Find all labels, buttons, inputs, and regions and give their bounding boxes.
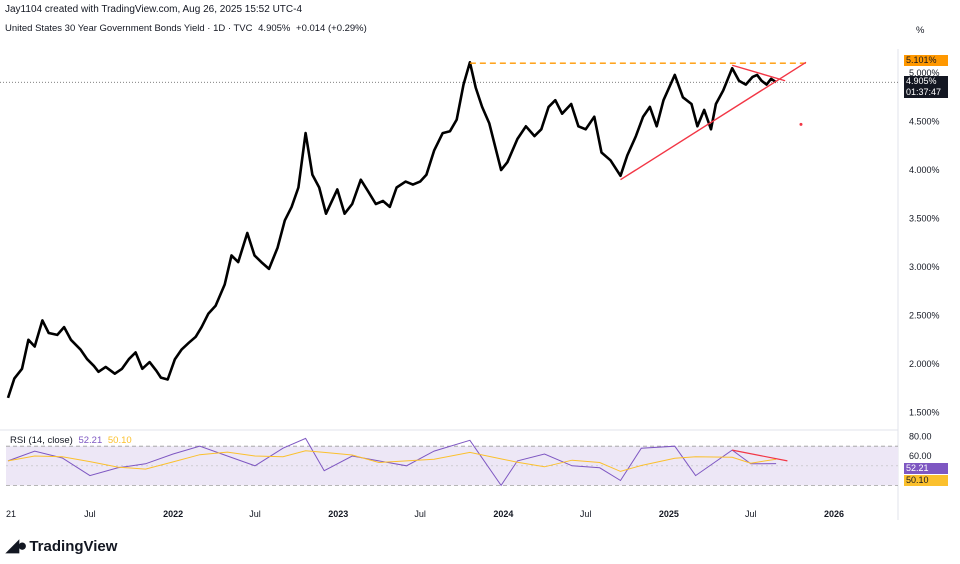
price-tick-label: 4.500% bbox=[909, 117, 940, 127]
time-tick-label: Jul bbox=[745, 509, 757, 519]
rsi-ma-line bbox=[7, 450, 777, 472]
rsi-legend[interactable]: RSI (14, close) 52.21 50.10 bbox=[10, 435, 132, 446]
price-tick-label: 2.000% bbox=[909, 359, 940, 369]
bar-countdown-tag: 01:37:47 bbox=[904, 87, 948, 98]
time-tick-label: 2022 bbox=[163, 509, 183, 519]
price-tick-label: 3.500% bbox=[909, 214, 940, 224]
rsi-value-tag: 52.21 bbox=[904, 463, 948, 474]
marker-dot bbox=[799, 122, 803, 126]
time-tick-label: 2023 bbox=[328, 509, 348, 519]
time-tick-label: 21 bbox=[6, 509, 16, 519]
price-tick-label: 4.000% bbox=[909, 165, 940, 175]
logo-text: TradingView bbox=[29, 537, 118, 555]
last-value: 4.905% bbox=[258, 23, 291, 34]
time-tick-label: Jul bbox=[249, 509, 261, 519]
time-tick-label: 2025 bbox=[659, 509, 679, 519]
rsi-line bbox=[7, 437, 777, 487]
time-tick-label: Jul bbox=[84, 509, 96, 519]
symbol-title[interactable]: United States 30 Year Government Bonds Y… bbox=[5, 23, 253, 34]
time-tick-label: Jul bbox=[580, 509, 592, 519]
time-tick-label: 2024 bbox=[493, 509, 513, 519]
change-value: +0.014 (+0.29%) bbox=[296, 23, 367, 34]
rsi-tick-label: 80.00 bbox=[909, 431, 932, 441]
price-tick-label: 1.500% bbox=[909, 408, 940, 418]
price-axis-unit: % bbox=[916, 25, 925, 36]
rising-support-line bbox=[620, 61, 807, 181]
rsi-label: RSI (14, close) bbox=[10, 435, 73, 446]
falling-resistance-line bbox=[732, 64, 786, 82]
price-tick-label: 5.000% bbox=[909, 68, 940, 78]
resistance-price-tag: 5.101% bbox=[904, 55, 948, 66]
rsi-tick-label: 60.00 bbox=[909, 451, 932, 461]
last-price-tag: 4.905% bbox=[904, 76, 948, 87]
price-tick-label: 3.000% bbox=[909, 262, 940, 272]
rsi-trendline bbox=[732, 449, 788, 462]
price-tick-label: 2.500% bbox=[909, 311, 940, 321]
time-tick-label: 2026 bbox=[824, 509, 844, 519]
tradingview-logo-icon: ◢● bbox=[6, 536, 27, 555]
rsi-ma-tag: 50.10 bbox=[904, 475, 948, 486]
symbol-header: United States 30 Year Government Bonds Y… bbox=[5, 23, 367, 34]
tradingview-logo[interactable]: ◢● TradingView bbox=[6, 536, 117, 556]
price-series-line bbox=[6, 60, 777, 399]
chart-credit: Jay1104 created with TradingView.com, Au… bbox=[5, 4, 303, 15]
rsi-value: 52.21 bbox=[78, 435, 103, 446]
time-tick-label: Jul bbox=[414, 509, 426, 519]
rsi-ma-value: 50.10 bbox=[107, 435, 132, 446]
